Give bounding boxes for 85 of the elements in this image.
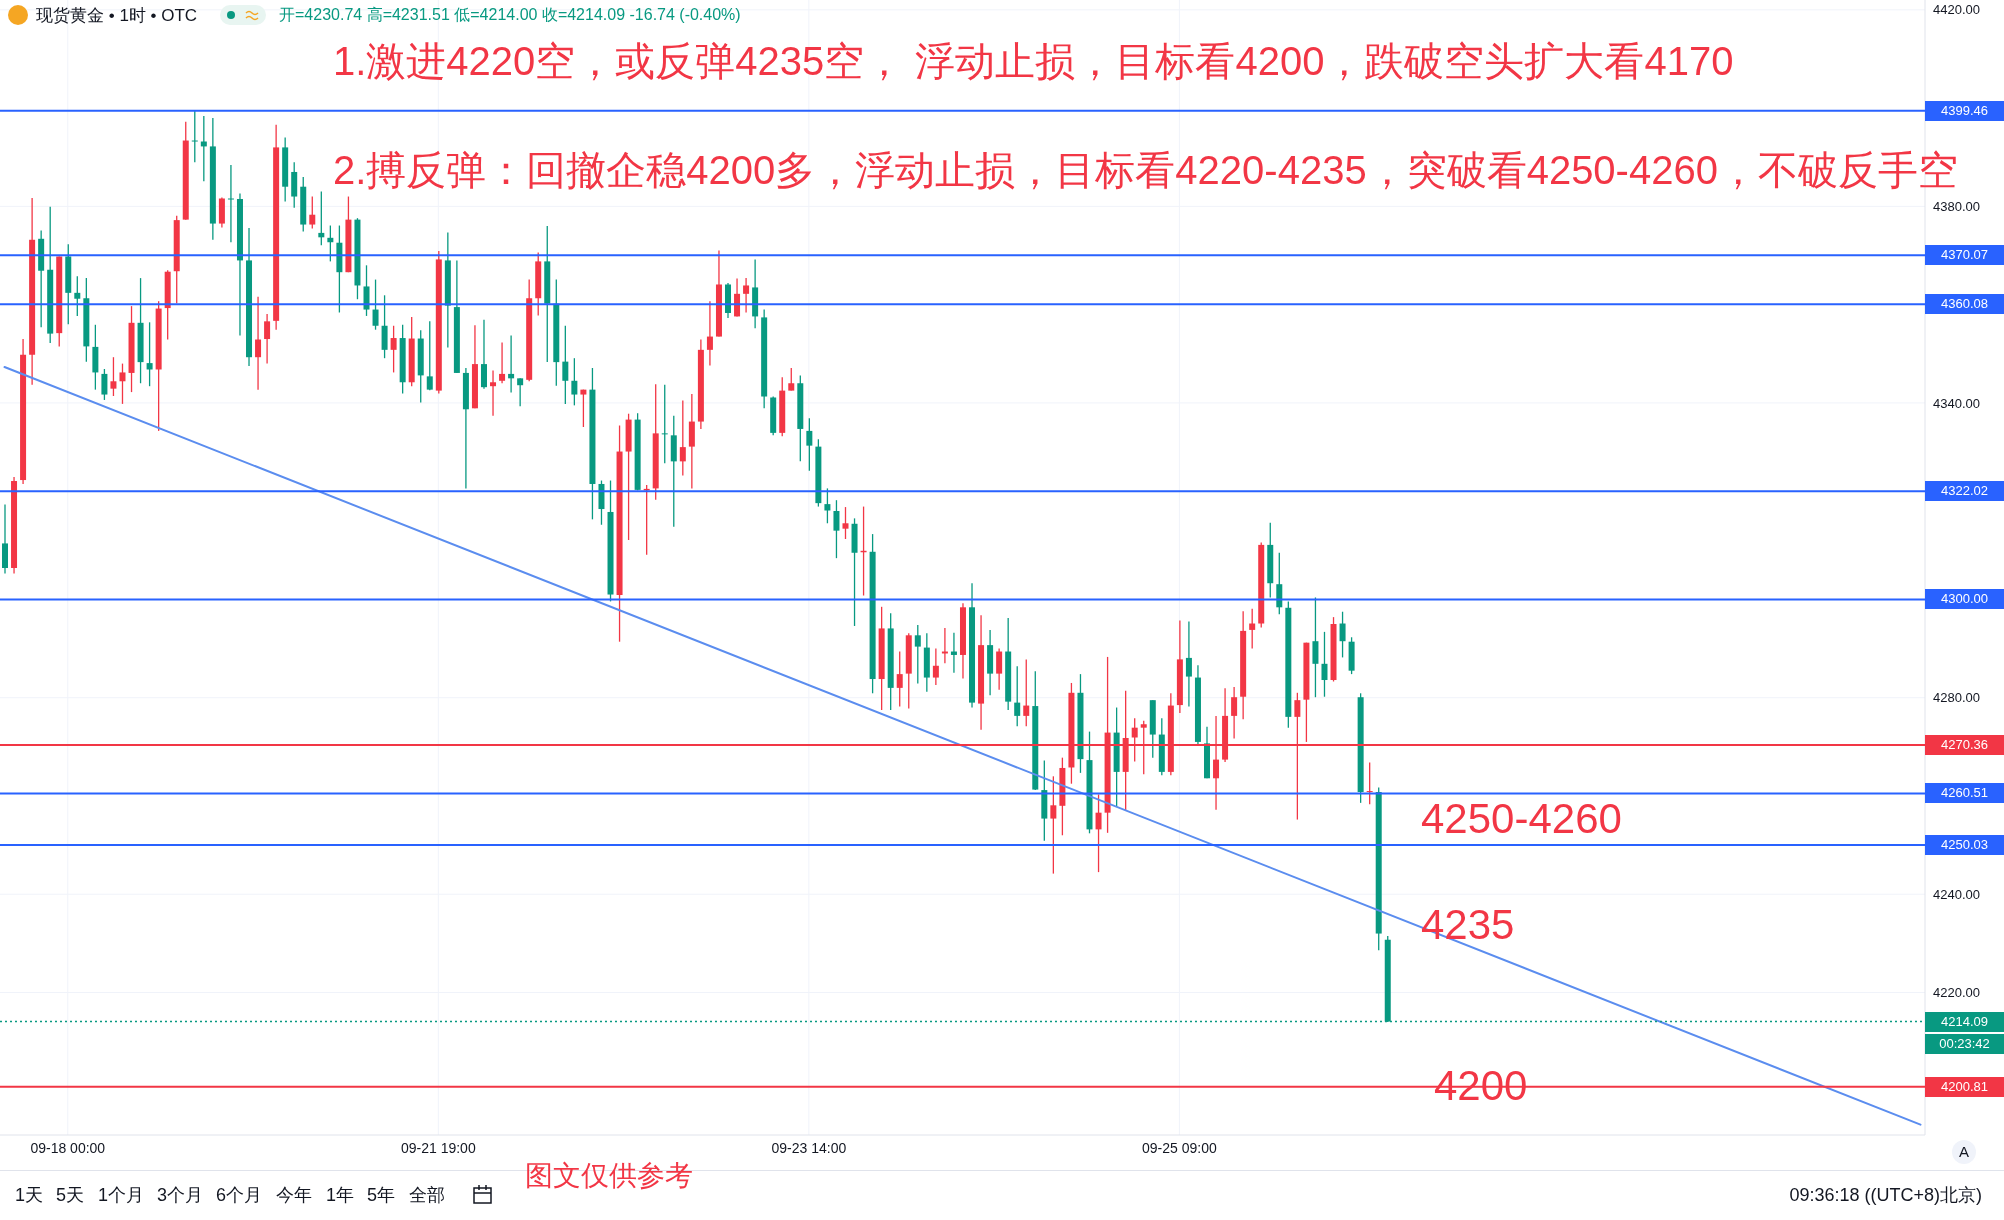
- candlestick: [1276, 552, 1283, 615]
- text: A: [1952, 1140, 1976, 1164]
- candlestick: [426, 320, 433, 391]
- candlestick: [191, 110, 198, 163]
- text: 00:23:42: [1925, 1034, 2004, 1054]
- text: 1天: [15, 1185, 44, 1205]
- ref-line-label: 4399.46: [1925, 100, 2004, 121]
- candlestick: [499, 341, 506, 384]
- y-tick-label: 4340.00: [1933, 395, 1980, 411]
- y-tick-label: 4220.00: [1933, 985, 1980, 1001]
- ref-line-label: 4360.08: [1925, 294, 2004, 315]
- chart-title: 现货黄金 • 1时 • OTC: [36, 4, 198, 27]
- candlestick: [1095, 793, 1102, 873]
- candlestick: [372, 278, 379, 331]
- candlestick: [1023, 658, 1030, 727]
- candlestick: [146, 321, 153, 387]
- candlestick: [119, 362, 126, 405]
- candlestick: [580, 388, 587, 428]
- candlestick: [1321, 631, 1328, 698]
- annotation: 1.激进4220空，或反弹4235空， 浮动止损，目标看4200，跌破空头扩大看4170: [333, 39, 1734, 83]
- ref-line-label: 4260.51: [1925, 783, 2004, 804]
- ref-line-label: 4200.81: [1925, 1076, 2004, 1097]
- x-tick-label: 09-18 00:00: [30, 1139, 106, 1156]
- candlestick: [562, 325, 569, 405]
- chart-subtitle: 开=4230.74 高=4231.51 低=4214.00 收=4214.09 -16.74 (-0.40%): [279, 4, 741, 25]
- candlestick: [1231, 686, 1238, 740]
- text: 5年: [367, 1185, 396, 1205]
- x-tick-label: 09-21 19:00: [400, 1139, 476, 1156]
- candlestick: [1249, 608, 1256, 650]
- candlestick: [1312, 596, 1319, 698]
- annotation: 2.搏反弹：回撤企稳4200多，浮动止损，目标看4220-4235，突破看4250-4260，不破反手空: [333, 148, 1958, 192]
- ref-line-label: 4270.36: [1925, 735, 2004, 756]
- candlestick: [110, 356, 117, 397]
- ref-line-label: 4250.03: [1925, 834, 2004, 855]
- candlestick: [1185, 620, 1192, 708]
- text: 6个月: [216, 1185, 263, 1205]
- candlestick: [309, 195, 316, 230]
- text: 全部: [409, 1185, 445, 1205]
- ref-line-label: 4322.02: [1925, 481, 2004, 502]
- candlestick: [390, 325, 397, 374]
- candlestick: [996, 647, 1003, 691]
- candlestick: [264, 313, 271, 365]
- annotation: 4250-4260: [1421, 795, 1622, 842]
- candlestick: [833, 499, 840, 559]
- candlestick: [788, 367, 795, 392]
- candlestick: [842, 506, 849, 540]
- candlestick: [227, 164, 234, 243]
- text: 09:36:18 ((UTC+8)北京): [1789, 1185, 1982, 1205]
- candlestick: [914, 624, 921, 685]
- candlestick: [1366, 761, 1373, 805]
- candlestick: [824, 487, 831, 524]
- candlestick: [571, 357, 578, 407]
- candlestick: [661, 384, 668, 464]
- text: 3个月: [157, 1185, 204, 1205]
- y-tick-label: 4380.00: [1933, 198, 1980, 214]
- candlestick: [74, 275, 81, 317]
- candlestick: [932, 647, 939, 686]
- candlestick: [743, 277, 750, 314]
- candlestick: [363, 264, 370, 317]
- y-tick-label: 4240.00: [1933, 886, 1980, 902]
- text: 图文仅供参考: [525, 1160, 693, 1191]
- candlestick: [706, 300, 713, 367]
- candlestick: [255, 296, 262, 391]
- x-tick-label: 09-23 14:00: [771, 1139, 847, 1156]
- candlestick: [806, 417, 813, 472]
- y-tick-label: 4280.00: [1933, 690, 1980, 706]
- text: 今年: [276, 1185, 312, 1205]
- annotation: 4235: [1421, 901, 1515, 948]
- y-tick-label: 4420.00: [1933, 2, 1980, 18]
- candlestick: [1339, 611, 1346, 659]
- candlestick: [896, 650, 903, 708]
- text: 1年: [326, 1185, 355, 1205]
- candlestick: [517, 377, 524, 407]
- ref-line-label: 4300.00: [1925, 589, 2004, 610]
- x-tick-label: 09-25 09:00: [1142, 1139, 1217, 1156]
- candlestick: [101, 368, 108, 401]
- text: 1个月: [98, 1185, 145, 1205]
- ref-line-label: 4370.07: [1925, 245, 2004, 266]
- candlestick: [1014, 665, 1021, 727]
- candlestick: [490, 369, 497, 417]
- text: 5天: [56, 1185, 85, 1205]
- candlestick: [679, 399, 686, 477]
- candlestick: [480, 319, 487, 390]
- ref-line-label: 4214.09: [1925, 1011, 2004, 1032]
- candlestick: [1050, 775, 1057, 875]
